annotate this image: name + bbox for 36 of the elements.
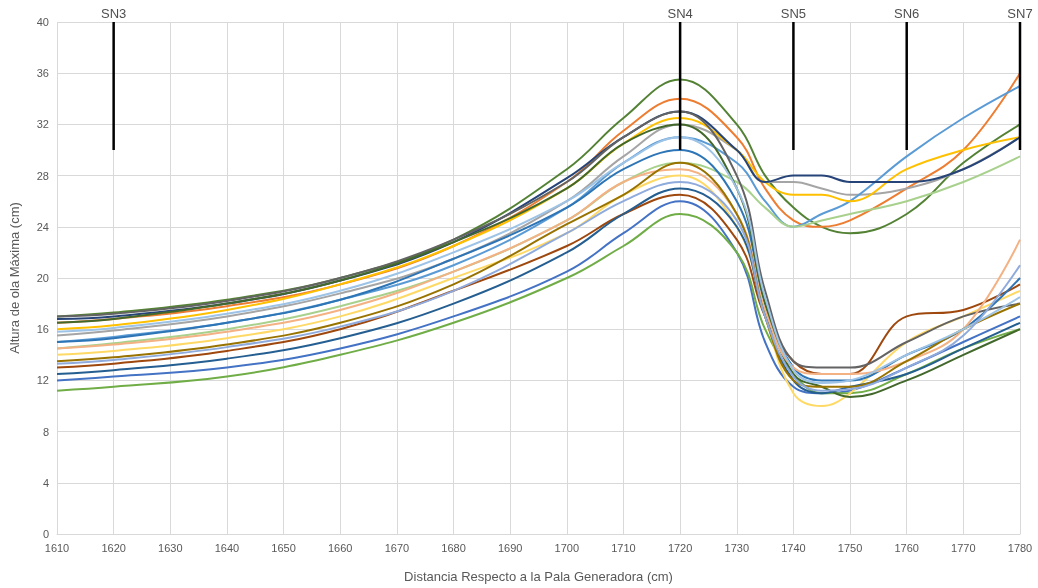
x-tick-label: 1620 (101, 541, 126, 554)
x-tick-label: 1720 (667, 541, 693, 554)
x-tick-label: 1750 (837, 541, 863, 554)
x-tick-label: 1710 (611, 541, 636, 554)
annotation: SN4 (667, 6, 693, 21)
y-tick-label: 12 (36, 374, 49, 387)
x-tick-label: 1780 (1007, 541, 1033, 554)
x-tick-label: 1680 (441, 541, 466, 554)
x-tick-label: 1770 (951, 541, 976, 554)
y-tick-label: 0 (42, 528, 49, 540)
x-tick-label: 1630 (158, 541, 183, 554)
y-tick-label: 40 (36, 16, 49, 28)
annotation: SN3 (101, 6, 127, 21)
x-tick-label: 1640 (214, 541, 240, 554)
x-tick-label: 1670 (384, 541, 410, 554)
x-tick-label: 1690 (497, 541, 523, 554)
y-tick-label: 8 (42, 425, 49, 438)
y-tick-label: 32 (36, 118, 49, 131)
x-tick-label: 1610 (44, 541, 70, 554)
y-tick-label: 20 (36, 272, 49, 284)
x-tick-label: 1650 (271, 541, 296, 554)
x-tick-label: 1760 (894, 541, 919, 554)
y-tick-label: 28 (36, 169, 49, 182)
y-tick-label: 36 (36, 67, 49, 80)
y-tick-label: 16 (36, 323, 49, 336)
x-tick-label: 1700 (554, 541, 580, 554)
x-tick-label: 1660 (327, 541, 353, 554)
y-axis-title: Altura de ola Máxima (cm) (7, 202, 22, 354)
annotation: SN7 (1007, 6, 1033, 21)
x-axis-title: Distancia Respecto a la Pala Generadora (cm) (404, 569, 673, 584)
x-tick-label: 1730 (724, 541, 750, 554)
y-tick-label: 4 (42, 476, 49, 489)
annotation: SN5 (780, 6, 807, 21)
y-tick-label: 24 (36, 220, 49, 233)
x-tick-label: 1740 (781, 541, 806, 554)
annotation: SN6 (894, 6, 920, 21)
